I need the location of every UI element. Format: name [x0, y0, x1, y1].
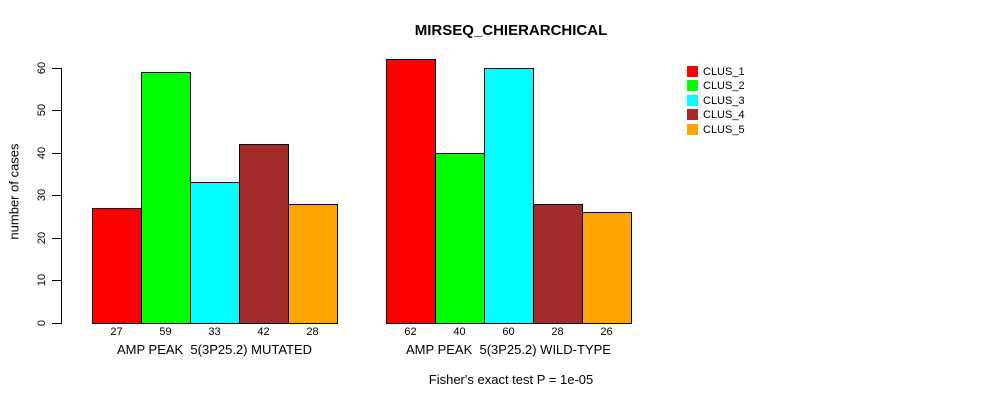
bar-clus_3-group2 [484, 68, 534, 324]
y-tick-20 [52, 237, 61, 239]
y-tick-label-20: 20 [36, 231, 48, 244]
bar-value-label: 40 [453, 326, 466, 338]
y-tick-30 [52, 195, 61, 197]
bar-clus_5-group1 [288, 204, 338, 324]
bar-value-label: 42 [257, 326, 270, 338]
legend-swatch-clus_5 [687, 124, 698, 135]
legend-swatch-clus_1 [687, 66, 698, 77]
y-tick-label-50: 50 [36, 103, 48, 117]
legend-label: CLUS_3 [703, 95, 745, 107]
legend-label: CLUS_5 [703, 124, 745, 136]
bar-value-label: 28 [551, 326, 564, 338]
caption-fishers-test: Fisher's exact test P = 1e-05 [428, 372, 594, 387]
y-axis-label: number of cases [6, 143, 22, 240]
bar-clus_2-group2 [435, 153, 485, 324]
bar-clus_2-group1 [141, 72, 191, 324]
y-tick-0 [52, 323, 61, 324]
y-tick-label-0: 0 [36, 319, 48, 327]
bar-value-label: 26 [600, 326, 613, 338]
y-tick-label-10: 10 [36, 274, 48, 287]
legend-label: CLUS_1 [703, 66, 745, 78]
y-tick-50 [52, 110, 61, 112]
bar-clus_1-group2 [386, 59, 436, 324]
bar-value-label: 59 [159, 326, 172, 338]
legend-swatch-clus_3 [687, 95, 698, 106]
bar-clus_5-group2 [582, 212, 632, 324]
chart-title: MIRSEQ_CHIERARCHICAL [414, 22, 608, 39]
bar-value-label: 28 [306, 326, 319, 338]
y-tick-label-60: 60 [36, 61, 48, 74]
bar-clus_3-group1 [190, 182, 240, 324]
bar-value-label: 60 [502, 326, 515, 338]
y-tick-60 [52, 67, 61, 69]
bar-value-label: 62 [404, 326, 417, 338]
bar-value-label: 27 [110, 326, 123, 338]
legend-label: CLUS_2 [703, 80, 745, 92]
legend-swatch-clus_2 [687, 80, 698, 91]
legend-label: CLUS_4 [703, 109, 745, 121]
y-tick-label-30: 30 [36, 189, 48, 202]
y-tick-label-40: 40 [36, 146, 48, 159]
bar-clus_4-group1 [239, 144, 289, 324]
bar-value-label: 33 [208, 326, 221, 338]
y-axis-line [61, 67, 62, 324]
y-tick-10 [52, 280, 61, 282]
group-label-mutated: AMP PEAK 5(3P25.2) MUTATED [116, 342, 313, 357]
y-tick-40 [52, 152, 61, 154]
bar-clus_4-group2 [533, 204, 583, 324]
bar-clus_1-group1 [92, 208, 142, 324]
legend-swatch-clus_4 [687, 109, 698, 120]
group-label-wild-type: AMP PEAK 5(3P25.2) WILD-TYPE [406, 342, 611, 357]
